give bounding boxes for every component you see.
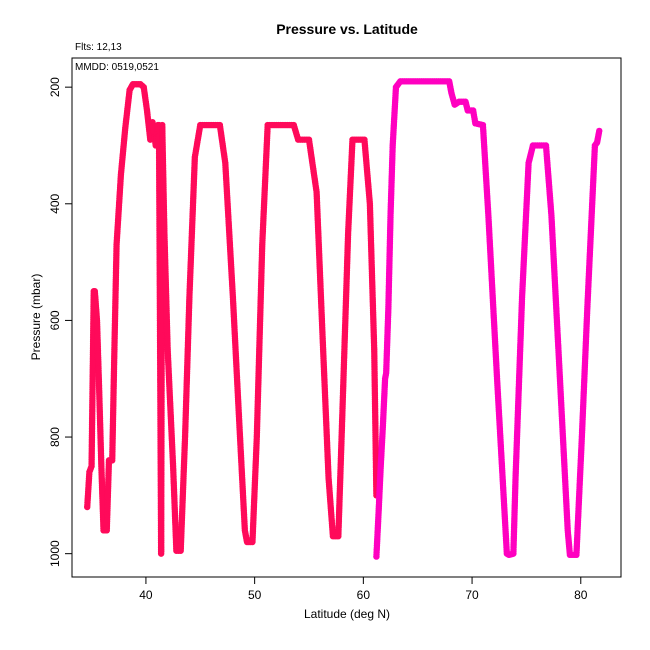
y-tick-label: 1000: [48, 540, 62, 567]
x-tick-label: 70: [465, 588, 479, 602]
y-tick-label: 200: [48, 77, 62, 97]
x-tick-label: 40: [139, 588, 153, 602]
chart-title: Pressure vs. Latitude: [276, 21, 418, 37]
series-1: [84, 81, 380, 557]
y-axis-label: Pressure (mbar): [29, 274, 43, 361]
x-tick-label: 80: [574, 588, 588, 602]
x-axis-label: Latitude (deg N): [304, 607, 390, 621]
date-annotation: MMDD: 0519,0521: [75, 62, 159, 73]
y-tick-label: 800: [48, 427, 62, 447]
series-2: [373, 78, 603, 560]
x-axis: 40 50 60 70 80: [139, 576, 588, 602]
y-tick-label: 400: [48, 193, 62, 213]
data-points: [84, 78, 603, 560]
y-tick-label: 600: [48, 310, 62, 330]
y-axis: 200 400 600 800 1000: [48, 77, 73, 567]
data-point: [596, 127, 603, 135]
flights-annotation: Flts: 12,13: [75, 42, 122, 53]
x-tick-label: 60: [357, 588, 371, 602]
x-tick-label: 50: [248, 588, 262, 602]
